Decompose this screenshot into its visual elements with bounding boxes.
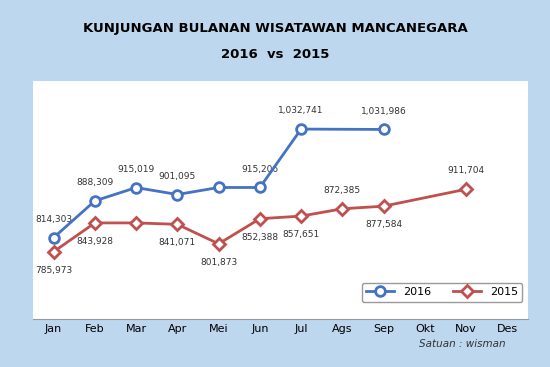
Text: 911,704: 911,704	[448, 166, 485, 175]
Text: 877,584: 877,584	[365, 220, 402, 229]
Text: 852,388: 852,388	[241, 233, 278, 241]
Text: KUNJUNGAN BULANAN WISATAWAN MANCANEGARA: KUNJUNGAN BULANAN WISATAWAN MANCANEGARA	[82, 22, 468, 35]
Text: 888,309: 888,309	[76, 178, 113, 187]
Text: 915,206: 915,206	[241, 164, 278, 174]
Text: 843,928: 843,928	[76, 237, 113, 246]
Text: 2016  vs  2015: 2016 vs 2015	[221, 48, 329, 61]
Text: 801,873: 801,873	[200, 258, 237, 267]
Text: 857,651: 857,651	[283, 230, 320, 239]
Text: 814,303: 814,303	[35, 215, 72, 224]
Text: 901,095: 901,095	[159, 172, 196, 181]
Text: 785,973: 785,973	[35, 266, 72, 275]
Text: 872,385: 872,385	[324, 186, 361, 195]
Legend: 2016, 2015: 2016, 2015	[362, 283, 522, 302]
Text: 1,031,986: 1,031,986	[361, 106, 406, 116]
Text: 915,019: 915,019	[118, 165, 155, 174]
Text: 841,071: 841,071	[159, 238, 196, 247]
Text: 1,032,741: 1,032,741	[278, 106, 324, 115]
Text: Satuan : wisman: Satuan : wisman	[419, 339, 506, 349]
